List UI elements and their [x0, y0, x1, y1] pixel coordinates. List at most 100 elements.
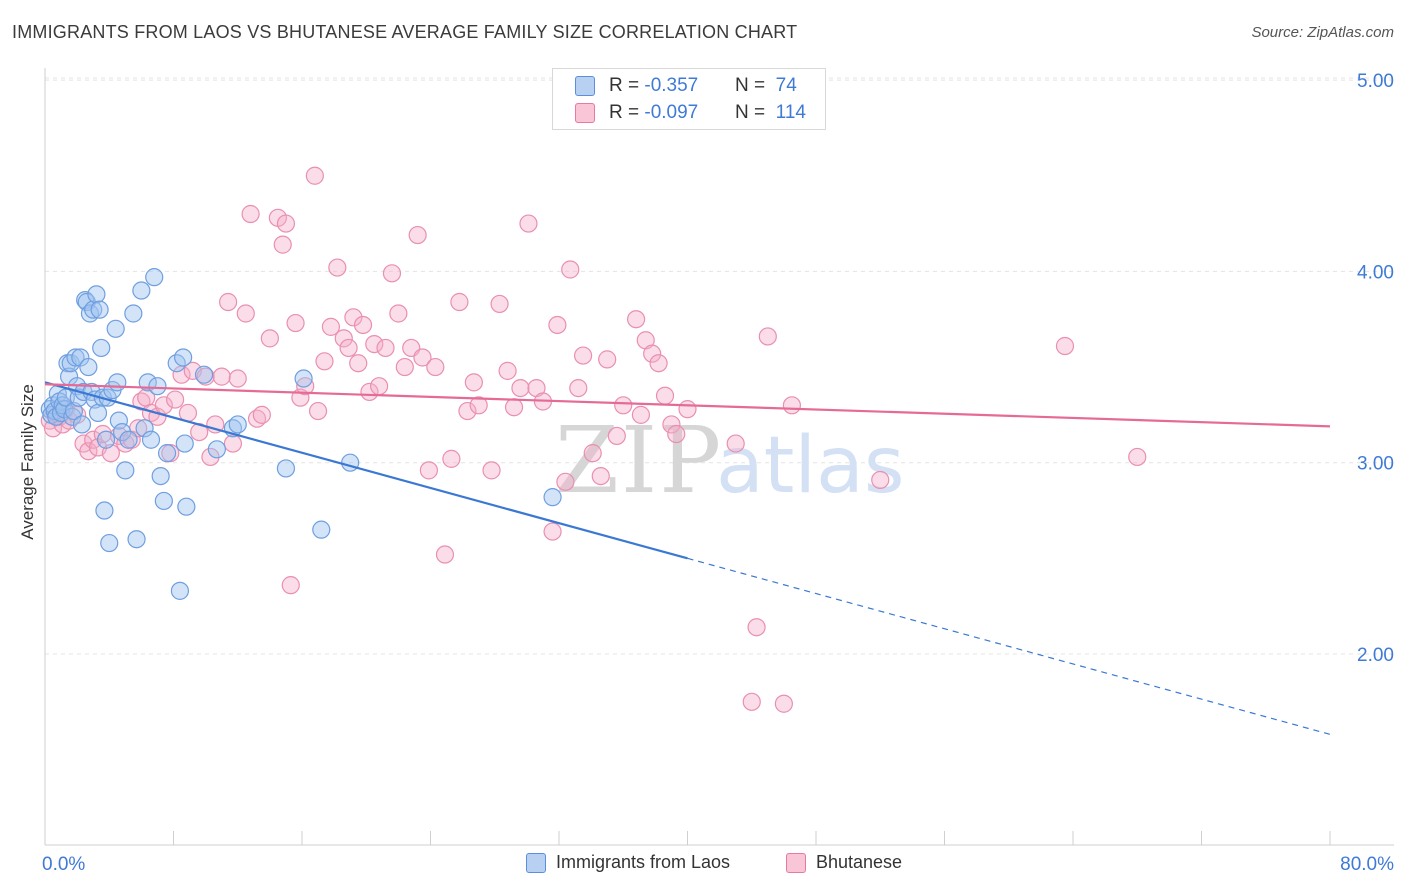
point-s0-51 [145, 268, 164, 287]
point-s0-29 [87, 285, 106, 304]
point-s0-35 [96, 430, 116, 449]
x-tick-label-0: 0.0% [42, 854, 85, 875]
point-s0-39 [106, 319, 125, 338]
point-s0-37 [100, 533, 119, 553]
laos-swatch [575, 76, 595, 96]
point-s1-78 [498, 361, 517, 380]
point-s1-91 [591, 466, 610, 486]
point-s1-72 [450, 292, 469, 312]
n-value-laos: 74 [775, 75, 797, 96]
point-s1-86 [556, 472, 575, 491]
point-s0-48 [135, 419, 154, 438]
point-s1-53 [334, 329, 353, 348]
point-s1-32 [212, 367, 231, 386]
point-s1-44 [281, 576, 300, 595]
chart-title: IMMIGRANTS FROM LAOS VS BHUTANESE AVERAG… [12, 22, 798, 42]
point-s1-74 [464, 373, 483, 392]
legend-label-laos: Immigrants from Laos [556, 852, 731, 872]
point-s1-42 [273, 235, 292, 254]
trend-lines [44, 381, 1331, 735]
point-s0-31 [90, 300, 109, 319]
point-s1-70 [435, 545, 455, 564]
point-s0-64 [228, 415, 247, 434]
point-s0-62 [207, 440, 226, 459]
point-s0-54 [154, 491, 173, 511]
bhutanese-swatch [575, 103, 595, 123]
point-s0-65 [276, 459, 296, 478]
point-s1-98 [643, 344, 662, 363]
legend-swatch-laos [526, 852, 546, 873]
point-s0-59 [175, 434, 194, 453]
point-s1-104 [726, 434, 745, 453]
point-s1-57 [353, 315, 373, 335]
series-1-points [40, 166, 1147, 713]
point-s1-99 [649, 354, 668, 373]
point-s0-53 [151, 466, 170, 486]
y-tick-label-0: 2.00 [1357, 645, 1394, 666]
series-legend: Immigrants from Laos Bhutanese [0, 852, 1406, 878]
watermark-atlas: atlas [716, 421, 905, 511]
watermark-zip: ZIP [555, 407, 723, 514]
point-s1-87 [561, 260, 580, 279]
source-label: Source: ZipAtlas.com [1251, 24, 1394, 41]
point-s1-60 [370, 377, 389, 396]
point-s0-45 [124, 304, 143, 323]
y-tick-label-3: 5.00 [1357, 71, 1394, 92]
point-s1-59 [365, 334, 384, 354]
point-s1-37 [241, 204, 260, 224]
point-s1-77 [490, 294, 509, 314]
point-s0-47 [132, 281, 151, 300]
point-s1-33 [219, 292, 238, 312]
tick-labels: 2.00 3.00 4.00 5.00 0.0% 80.0% [42, 71, 1394, 875]
point-s0-30 [88, 403, 108, 423]
point-s1-96 [631, 405, 651, 424]
r-value-bhutanese: -0.097 [644, 102, 699, 123]
point-s1-43 [276, 214, 296, 233]
point-s0-15 [64, 401, 84, 421]
point-s0-52 [148, 377, 167, 396]
point-s0-46 [127, 530, 146, 549]
watermark: ZIP atlas [555, 407, 905, 514]
point-s1-36 [236, 304, 255, 323]
point-s1-40 [260, 329, 279, 348]
point-s1-47 [296, 377, 315, 396]
r-label: R = [609, 75, 645, 96]
point-s0-66 [294, 369, 313, 388]
point-s1-45 [286, 313, 305, 333]
point-s1-69 [426, 357, 445, 377]
legend-item-bhutanese[interactable]: Bhutanese [786, 852, 902, 873]
point-s1-80 [511, 378, 530, 398]
point-s0-24 [79, 357, 98, 377]
legend-swatch-bhutanese [786, 852, 806, 873]
point-s0-50 [141, 430, 161, 449]
point-s1-81 [519, 214, 538, 233]
point-s1-111 [1055, 336, 1075, 356]
point-s1-39 [252, 405, 271, 424]
point-s1-34 [223, 434, 243, 453]
point-s1-92 [598, 350, 617, 369]
point-s1-112 [1128, 447, 1147, 467]
stats-legend-row-laos: R = -0.357 N = 74 [575, 75, 797, 97]
point-s1-58 [360, 382, 379, 402]
x-tick-label-1: 80.0% [1340, 854, 1394, 875]
point-s0-69 [543, 488, 562, 507]
point-s0-67 [312, 520, 331, 539]
point-s1-88 [569, 378, 588, 398]
y-tick-label-2: 4.00 [1357, 262, 1394, 283]
point-s1-73 [458, 401, 477, 421]
point-s1-49 [308, 401, 328, 421]
point-s0-43 [116, 461, 135, 480]
legend-item-laos[interactable]: Immigrants from Laos [526, 852, 730, 873]
point-s1-76 [482, 461, 501, 480]
point-s1-62 [382, 264, 402, 283]
point-s1-105 [742, 692, 761, 711]
r-label: R = [609, 102, 645, 123]
point-s0-16 [66, 348, 85, 367]
point-s1-108 [774, 694, 793, 713]
point-s1-102 [667, 424, 686, 444]
point-s1-64 [395, 357, 414, 377]
point-s1-50 [315, 352, 334, 371]
y-tick-label-1: 3.00 [1357, 454, 1394, 475]
stats-legend: R = -0.357 N = 74 R = -0.097 N = 114 [552, 68, 826, 130]
